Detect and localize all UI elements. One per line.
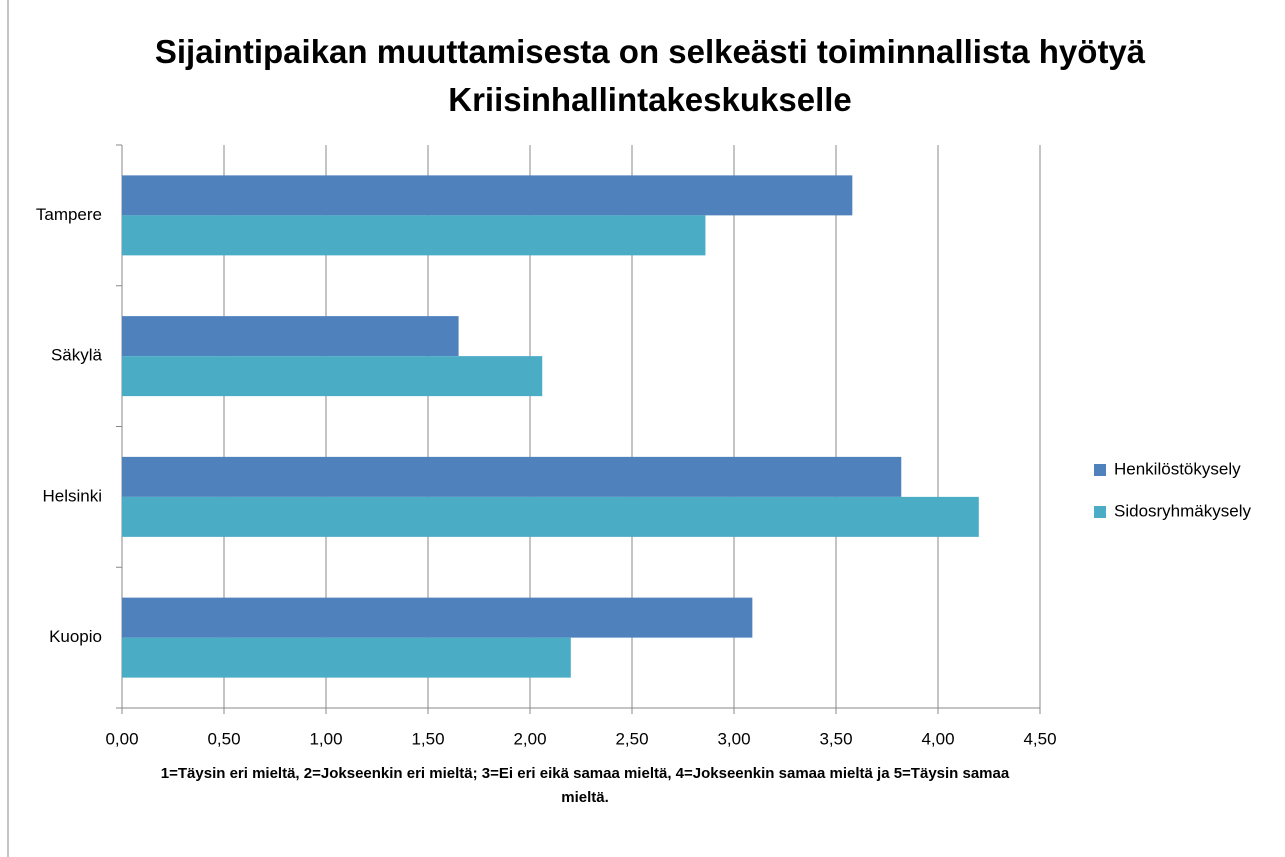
x-tick-label: 1,50 (411, 729, 444, 748)
legend-label: Henkilöstökysely (1114, 459, 1241, 478)
legend-swatch (1094, 464, 1106, 476)
x-tick-label: 0,00 (105, 729, 138, 748)
bar (122, 356, 543, 397)
bar (122, 456, 902, 497)
x-tick-label: 0,50 (207, 729, 240, 748)
x-tick-label: 4,50 (1023, 729, 1056, 748)
bar (122, 597, 753, 638)
x-tick-label: 2,00 (513, 729, 546, 748)
y-tick-label: Säkylä (51, 346, 103, 365)
x-tick-label: 3,00 (717, 729, 750, 748)
bar (122, 316, 459, 357)
y-tick-label: Helsinki (42, 486, 102, 505)
x-tick-label: 2,50 (615, 729, 648, 748)
x-axis-label: 1=Täysin eri mieltä, 2=Jokseenkin eri mi… (160, 765, 1010, 806)
y-tick-label: Tampere (36, 205, 102, 224)
bar (122, 496, 979, 537)
bar (122, 175, 853, 216)
x-tick-label: 3,50 (819, 729, 852, 748)
legend-label: Sidosryhmäkysely (1114, 501, 1251, 520)
x-tick-label: 4,00 (921, 729, 954, 748)
x-tick-label: 1,00 (309, 729, 342, 748)
bar (122, 215, 706, 256)
legend-swatch (1094, 506, 1106, 518)
y-tick-label: Kuopio (49, 627, 102, 646)
bar (122, 637, 571, 678)
chart-title: Sijaintipaikan muuttamisesta on selkeäst… (154, 33, 1146, 118)
